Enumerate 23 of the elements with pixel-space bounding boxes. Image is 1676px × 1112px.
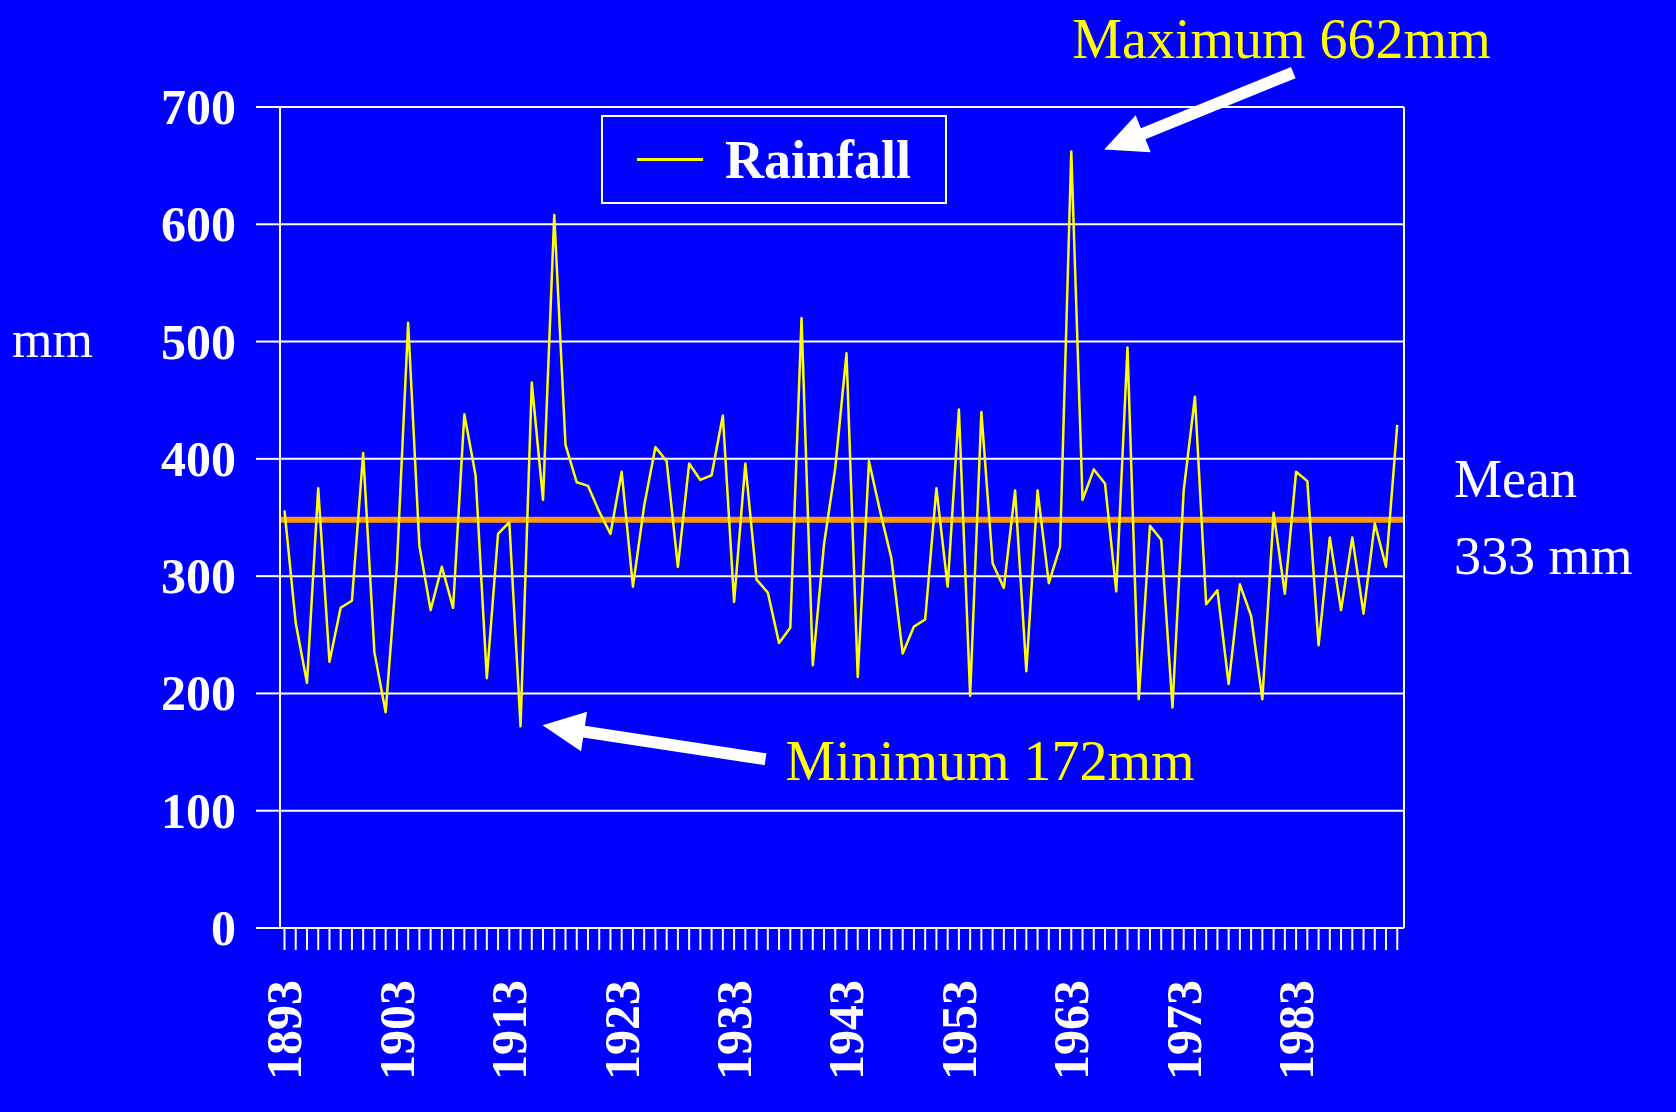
- y-tick-label: 600: [161, 196, 236, 253]
- x-tick-label: 1903: [368, 980, 425, 1080]
- x-tick-label: 1963: [1043, 980, 1100, 1080]
- x-tick-label: 1973: [1155, 980, 1212, 1080]
- y-tick-label: 700: [161, 79, 236, 135]
- x-tick-label: 1953: [930, 980, 987, 1080]
- x-tick-label: 1923: [593, 980, 650, 1080]
- y-tick-label: 300: [161, 548, 236, 605]
- x-tick-label: 1983: [1268, 980, 1325, 1080]
- y-axis-title: mm: [12, 310, 93, 369]
- x-tick-label: 1893: [256, 980, 313, 1080]
- y-tick-label: 500: [161, 313, 236, 370]
- x-tick-label: 1933: [706, 980, 763, 1080]
- ref-line-label: Mean 333 mm: [1454, 448, 1633, 586]
- annotation: Minimum 172mm: [785, 730, 1195, 793]
- y-tick-label: 0: [211, 900, 236, 956]
- y-tick-label: 400: [161, 430, 236, 487]
- x-tick-label: 1943: [818, 980, 875, 1080]
- x-tick-label: 1913: [481, 980, 538, 1080]
- y-tick-label: 200: [161, 665, 236, 722]
- annotation: Maximum 662mm: [1072, 7, 1491, 70]
- y-tick-label: 100: [161, 782, 236, 839]
- legend-label: Rainfall: [724, 128, 912, 191]
